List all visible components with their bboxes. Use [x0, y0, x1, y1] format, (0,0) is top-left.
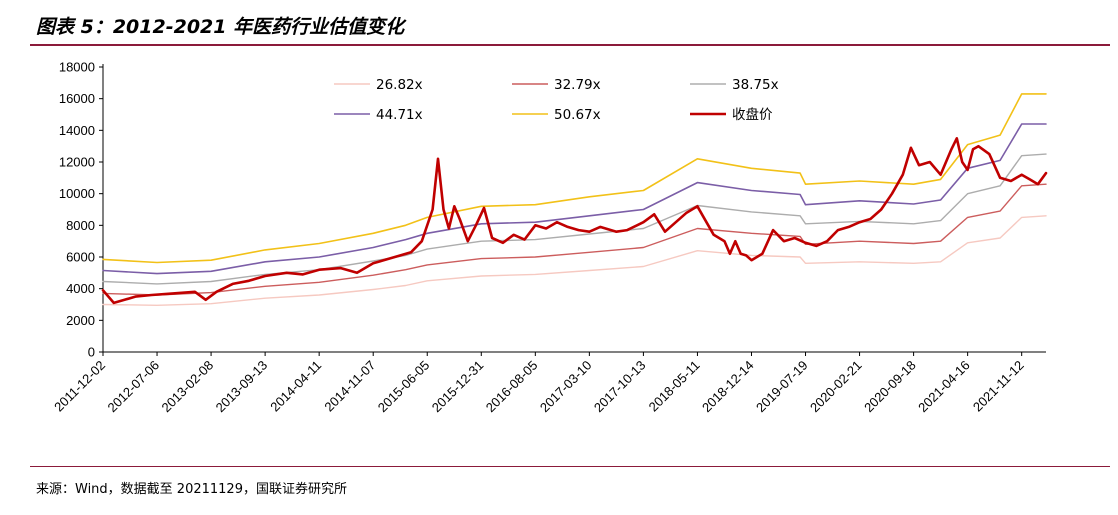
x-tick-label: 2014-04-11 [267, 358, 324, 415]
title-divider [30, 44, 1110, 46]
y-tick-label: 0 [88, 345, 95, 360]
series-line-6 [101, 137, 1048, 305]
legend-label-5: 50.67x [554, 107, 601, 123]
y-tick-label: 12000 [59, 155, 95, 170]
x-tick-label: 2018-05-11 [646, 358, 703, 415]
axes: 0 2000 4000 6000 8000 10000 12000 14000 16000 180… [51, 60, 1046, 416]
x-tick-label: 2020-09-18 [861, 358, 919, 416]
y-tick-label: 6000 [66, 250, 95, 265]
x-tick-label: 2015-12-31 [429, 358, 487, 416]
x-tick-label: 2020-02-21 [807, 358, 865, 416]
x-tick-label: 2013-09-13 [213, 358, 271, 416]
x-tick-label: 2011-12-02 [51, 358, 108, 415]
x-tick-label: 2018-12-14 [699, 358, 757, 416]
line-chart: 0 2000 4000 6000 8000 10000 12000 14000 16000 180… [51, 60, 1048, 416]
legend-label-3: 38.75x [732, 77, 779, 93]
x-tick-label: 2021-04-16 [915, 358, 973, 416]
series-line-5 [102, 93, 1047, 264]
chart-title: 图表 5：2012-2021 年医药行业估值变化 [36, 16, 405, 38]
legend-label-4: 44.71x [376, 107, 423, 123]
series-layer [101, 93, 1048, 306]
y-tick-label: 2000 [66, 313, 95, 328]
series-line-2 [102, 183, 1047, 296]
series-line-4 [102, 123, 1047, 275]
footer-divider [30, 466, 1110, 467]
source-note: 来源：Wind，数据截至 20211129，国联证券研究所 [36, 482, 347, 497]
x-tick-label: 2021-11-12 [970, 358, 1027, 415]
x-tick-label: 2017-03-10 [537, 358, 595, 416]
series-line-3 [102, 153, 1047, 285]
legend: 26.82x 32.79x 38.75x 44.71x 50.67x 收盘价 [334, 77, 779, 123]
y-tick-label: 16000 [59, 91, 95, 106]
y-tick-label: 14000 [59, 123, 95, 138]
x-tick-label: 2013-02-08 [159, 358, 217, 416]
x-tick-label: 2014-11-07 [321, 358, 378, 415]
legend-label-6: 收盘价 [732, 106, 773, 123]
y-tick-label: 4000 [66, 281, 95, 296]
x-tick-label: 2017-10-13 [591, 358, 649, 416]
x-tick-label: 2016-08-05 [483, 358, 541, 416]
y-tick-label: 10000 [59, 186, 95, 201]
y-tick-label: 8000 [66, 218, 95, 233]
series-line-1 [102, 215, 1047, 306]
x-tick-label: 2012-07-06 [105, 358, 163, 416]
legend-label-2: 32.79x [554, 77, 601, 93]
x-tick-label: 2015-06-05 [375, 358, 433, 416]
x-tick-label: 2019-07-19 [753, 358, 811, 416]
legend-label-1: 26.82x [376, 77, 423, 93]
y-tick-label: 18000 [59, 60, 95, 75]
